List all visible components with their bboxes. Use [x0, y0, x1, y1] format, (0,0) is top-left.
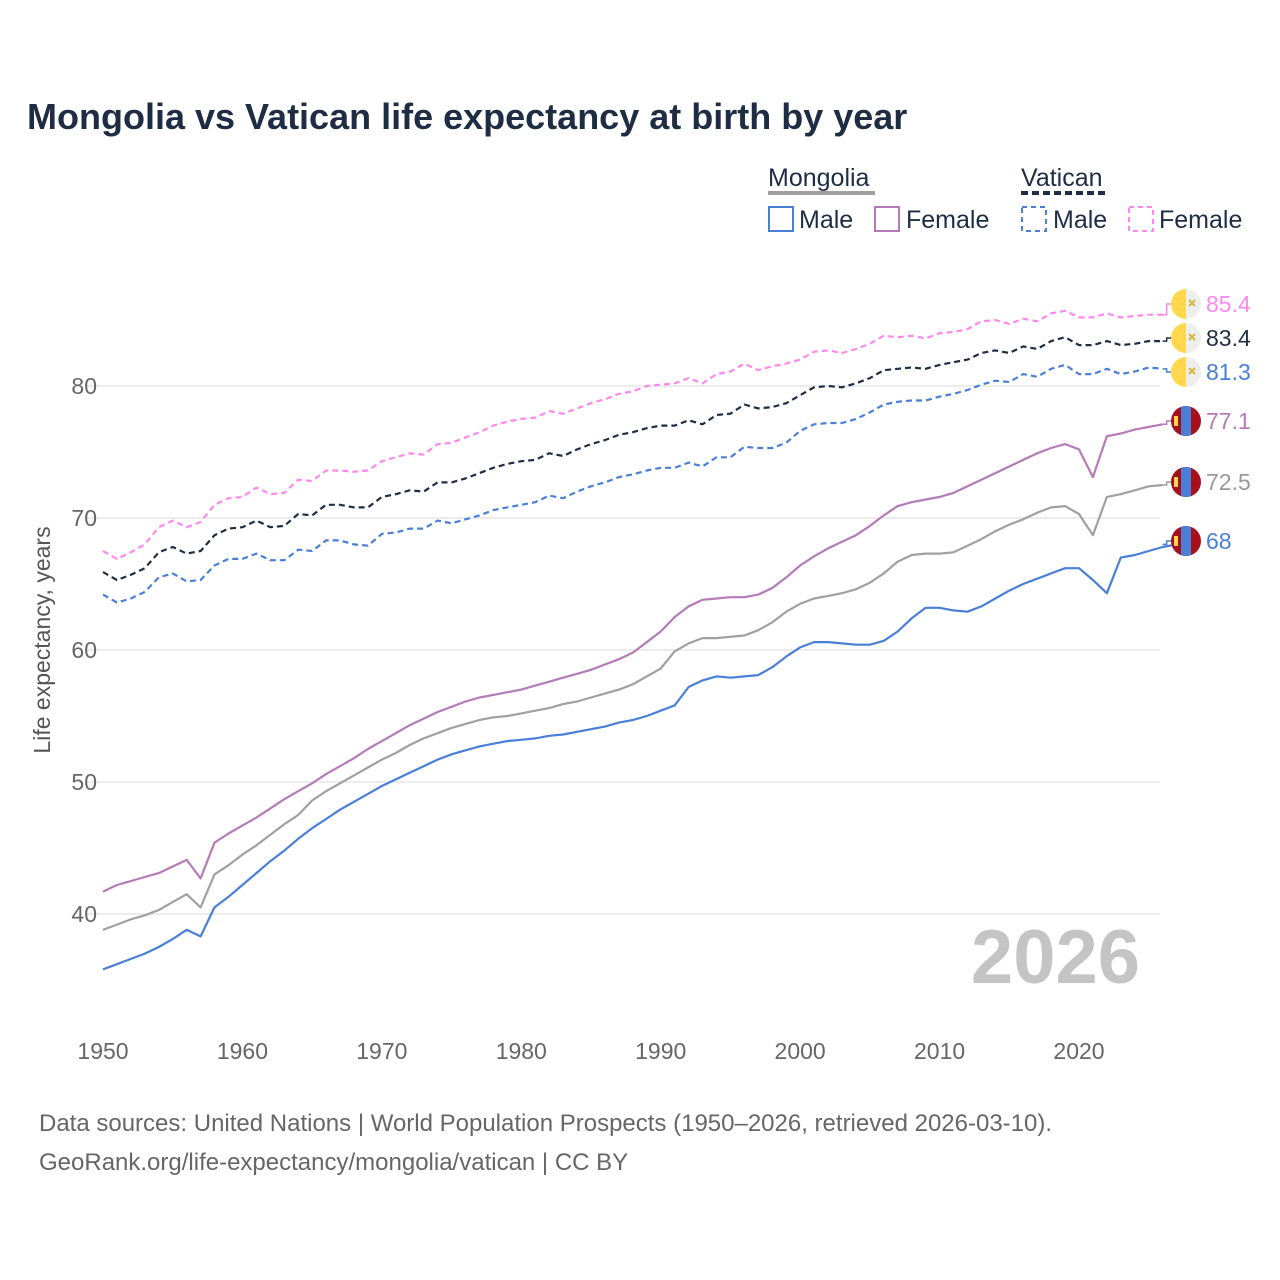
x-tick-label: 1970: [356, 1038, 407, 1064]
line-vatican-total: [102, 336, 1163, 582]
legend-label-mongolia-female: Female: [906, 206, 989, 234]
line-mongolia-total: [102, 483, 1163, 931]
end-connector: [1162, 337, 1172, 342]
legend-label-vatican-female: Female: [1159, 206, 1242, 234]
x-tick-label: 1960: [217, 1038, 268, 1064]
legend-swatch-mongolia-female: [874, 206, 900, 232]
end-labels: 85.4 83.4 81.3 77.1 72.5 68: [1162, 289, 1251, 556]
line-mongolia-female: [102, 423, 1163, 893]
legend-swatch-vatican-female: [1128, 206, 1154, 232]
legend-group-mongolia: Mongolia: [768, 164, 870, 192]
end-label-mongolia-female: 77.1: [1206, 408, 1251, 434]
legend-group-vatican: Vatican: [1021, 164, 1103, 192]
x-axis-ticks: 1950 1960 1970 1980 1990 2000 2010 2020: [77, 1038, 1104, 1064]
x-tick-label: 2000: [775, 1038, 826, 1064]
y-tick-label: 70: [71, 505, 97, 531]
end-label-mongolia-total: 72.5: [1206, 469, 1251, 495]
line-vatican-female: [102, 309, 1163, 561]
legend-label-mongolia-male: Male: [799, 206, 853, 234]
legend-swatch-vatican-male: [1021, 206, 1047, 232]
y-tick-label: 80: [71, 373, 97, 399]
end-label-vatican-total: 83.4: [1206, 325, 1251, 351]
footer-sources: Data sources: United Nations | World Pop…: [39, 1110, 1052, 1137]
end-label-vatican-female: 85.4: [1206, 291, 1251, 317]
vatican-flag-icon: [1171, 323, 1201, 353]
y-tick-label: 40: [71, 901, 97, 927]
legend-label-vatican-male: Male: [1053, 206, 1107, 234]
line-mongolia-male: [102, 543, 1177, 971]
end-connector: [1162, 368, 1172, 373]
vatican-flag-icon: [1171, 357, 1201, 387]
mongolia-flag-icon: [1171, 526, 1201, 556]
x-tick-label: 2020: [1053, 1038, 1104, 1064]
year-watermark: 2026: [971, 915, 1140, 1000]
legend-swatch-mongolia-male: [768, 206, 794, 232]
line-vatican-male: [102, 363, 1163, 604]
y-axis-ticks: 40 50 60 70 80: [71, 373, 97, 927]
series-lines: [102, 309, 1177, 971]
end-label-vatican-male: 81.3: [1206, 359, 1251, 385]
end-connector: [1162, 420, 1172, 426]
chart-title: Mongolia vs Vatican life expectancy at b…: [27, 96, 907, 137]
y-axis-label: Life expectancy, years: [29, 526, 55, 753]
vatican-flag-icon: [1171, 289, 1201, 319]
footer-url[interactable]: GeoRank.org/life-expectancy/mongolia/vat…: [39, 1149, 628, 1176]
legend: Mongolia Vatican Male Female Male Female: [768, 164, 1242, 234]
x-tick-label: 1980: [496, 1038, 547, 1064]
y-tick-label: 50: [71, 769, 97, 795]
x-tick-label: 1990: [635, 1038, 686, 1064]
end-connector: [1162, 540, 1172, 546]
gridlines: [85, 385, 1160, 915]
x-tick-label: 2010: [914, 1038, 965, 1064]
end-connector: [1162, 303, 1172, 316]
mongolia-flag-icon: [1171, 406, 1201, 436]
end-connector: [1162, 481, 1172, 486]
mongolia-flag-icon: [1171, 467, 1201, 497]
x-tick-label: 1950: [77, 1038, 128, 1064]
y-tick-label: 60: [71, 637, 97, 663]
end-label-mongolia-male: 68: [1206, 528, 1232, 554]
